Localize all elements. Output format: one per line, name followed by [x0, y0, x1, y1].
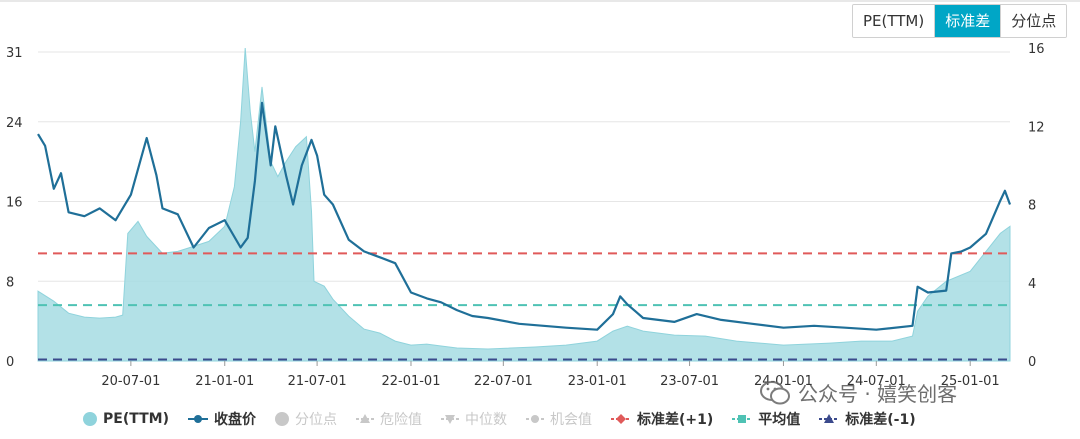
triangle-marker-icon	[819, 414, 840, 423]
y-right-tick-label: 4	[1028, 277, 1036, 292]
x-tick-label: 22-07-01	[474, 374, 533, 389]
legend-label-std-minus1: 标准差(-1)	[845, 412, 916, 428]
y-right-tick-label: 8	[1028, 199, 1036, 214]
legend-item-opportunity[interactable]: 机会值	[525, 409, 592, 429]
legend-item-danger[interactable]: 危险值	[355, 409, 422, 429]
pe-ttm-area	[37, 47, 1011, 362]
circle-marker-icon	[274, 412, 289, 426]
x-tick-label: 23-07-01	[660, 374, 719, 389]
x-tick-label: 22-01-01	[381, 374, 440, 389]
top-divider	[0, 0, 1080, 2]
tab-percentile[interactable]: 分位点	[1000, 5, 1067, 37]
watermark: 公众号 · 嬉笑创客	[760, 378, 957, 407]
y-left-tick-label: 16	[6, 196, 23, 211]
legend-label-std-plus1: 标准差(+1)	[636, 412, 714, 428]
legend-item-mean[interactable]: 平均值	[731, 409, 800, 429]
x-tick-label: 21-07-01	[288, 374, 347, 389]
legend-label-mean: 平均值	[758, 412, 801, 428]
x-tick-label: 21-01-01	[195, 374, 254, 389]
y-left-tick-label: 0	[6, 355, 14, 370]
triangle-up-marker-icon	[355, 414, 374, 423]
legend-item-std-minus1[interactable]: 标准差(-1)	[818, 409, 916, 429]
x-tick-label: 23-01-01	[568, 374, 627, 389]
x-tick-label: 25-01-01	[941, 374, 1000, 389]
legend-label-pe-ttm: PE(TTM)	[103, 411, 169, 427]
legend-item-median[interactable]: 中位数	[440, 409, 507, 429]
chart-legend: PE(TTM) 收盘价 分位点 危险值 中位数 机会值 标准差(+1) 平均值 …	[82, 409, 934, 429]
legend-item-close-price[interactable]: 收盘价	[187, 409, 256, 429]
legend-label-danger: 危险值	[379, 412, 422, 428]
view-tabs: PE(TTM) 标准差 分位点	[852, 4, 1068, 38]
legend-label-percentile: 分位点	[294, 412, 337, 428]
y-left-tick-label: 8	[6, 275, 14, 290]
legend-label-opportunity: 机会值	[549, 412, 592, 428]
watermark-text: 公众号 · 嬉笑创客	[798, 382, 958, 406]
legend-item-std-plus1[interactable]: 标准差(+1)	[610, 409, 713, 429]
legend-item-percentile[interactable]: 分位点	[274, 409, 337, 429]
legend-item-pe-ttm[interactable]: PE(TTM)	[82, 411, 169, 427]
y-left-tick-label: 24	[6, 116, 23, 131]
y-right-tick-label: 0	[1028, 355, 1036, 370]
square-marker-icon	[732, 415, 753, 423]
y-right-tick-label: 12	[1028, 120, 1045, 135]
legend-label-median: 中位数	[464, 412, 507, 428]
x-tick-label: 24-07-01	[847, 374, 906, 389]
y-left-tick-label: 31	[6, 46, 23, 61]
wechat-icon	[760, 380, 790, 404]
diamond-marker-icon	[610, 414, 631, 424]
close-price-line	[37, 101, 1012, 331]
legend-label-close-price: 收盘价	[213, 412, 256, 428]
triangle-down-marker-icon	[440, 415, 459, 424]
circle-marker-icon	[83, 412, 97, 426]
x-tick-label: 20-07-01	[101, 374, 160, 389]
y-right-tick-label: 16	[1028, 42, 1045, 57]
x-tick-label: 24-01-01	[754, 374, 813, 389]
line-dot-marker-icon	[525, 415, 544, 423]
tab-pe-ttm[interactable]: PE(TTM)	[853, 5, 935, 37]
line-dot-marker-icon	[187, 415, 208, 423]
tab-std-dev[interactable]: 标准差	[934, 5, 1001, 37]
